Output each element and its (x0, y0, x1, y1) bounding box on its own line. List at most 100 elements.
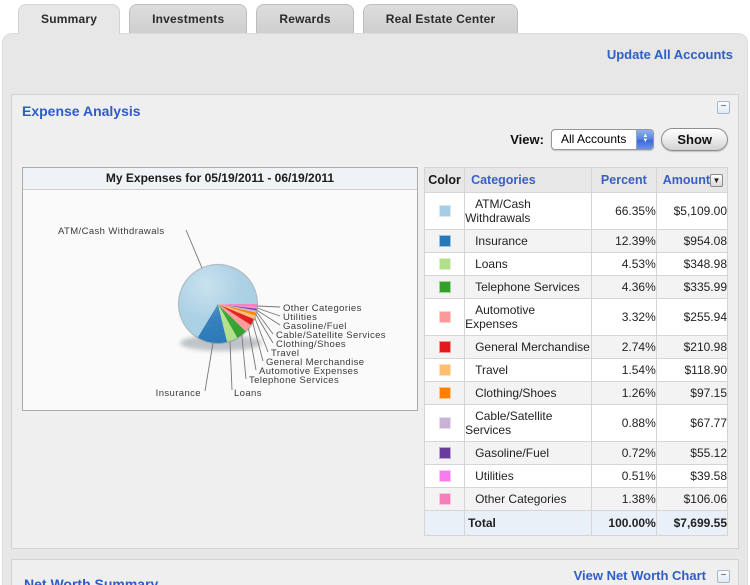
table-row: Utilities0.51%$39.58 (425, 465, 728, 488)
category-color-cell (425, 299, 465, 336)
category-percent: 4.53% (592, 253, 657, 276)
column-header-amount-label: Amount (663, 173, 710, 187)
column-header-percent: Percent (592, 168, 657, 193)
pie-label: Telephone Services (249, 375, 339, 386)
category-amount: $39.58 (656, 465, 727, 488)
tab-real-estate-center[interactable]: Real Estate Center (363, 4, 519, 33)
total-amount: $7,699.55 (656, 511, 727, 536)
category-amount: $97.15 (656, 382, 727, 405)
table-row: General Merchandise2.74%$210.98 (425, 336, 728, 359)
category-amount: $67.77 (656, 405, 727, 442)
table-row: Insurance12.39%$954.08 (425, 230, 728, 253)
category-color-cell (425, 382, 465, 405)
category-name: ATM/Cash Withdrawals (465, 193, 592, 230)
expense-table-header-row: Color Categories Percent Amount ▼ (425, 168, 728, 193)
update-all-accounts-link[interactable]: Update All Accounts (607, 47, 733, 62)
category-name: Automotive Expenses (465, 299, 592, 336)
category-color-swatch (439, 364, 451, 376)
category-color-swatch (439, 311, 451, 323)
pie-gloss (179, 265, 257, 343)
category-color-cell (425, 465, 465, 488)
table-row: Clothing/Shoes1.26%$97.15 (425, 382, 728, 405)
amount-sort-dropdown-icon[interactable]: ▼ (710, 174, 723, 187)
category-percent: 66.35% (592, 193, 657, 230)
app-window: Summary Investments Rewards Real Estate … (0, 0, 750, 585)
table-row: Telephone Services4.36%$335.99 (425, 276, 728, 299)
view-controls: View: All Accounts ▲▼ Show (22, 127, 728, 151)
expense-table-panel: Color Categories Percent Amount ▼ (424, 167, 728, 536)
category-amount: $55.12 (656, 442, 727, 465)
category-color-swatch (439, 341, 451, 353)
category-name: Utilities (465, 465, 592, 488)
category-percent: 12.39% (592, 230, 657, 253)
category-name: Gasoline/Fuel (465, 442, 592, 465)
total-color-cell (425, 511, 465, 536)
category-amount: $255.94 (656, 299, 727, 336)
pie-label: Loans (234, 388, 262, 399)
category-color-swatch (439, 235, 451, 247)
category-amount: $118.90 (656, 359, 727, 382)
tab-bar: Summary Investments Rewards Real Estate … (0, 0, 750, 33)
column-header-amount[interactable]: Amount ▼ (656, 168, 727, 193)
category-percent: 0.88% (592, 405, 657, 442)
category-color-cell (425, 442, 465, 465)
expense-chart-panel: My Expenses for 05/19/2011 - 06/19/2011 (22, 167, 418, 411)
select-stepper-icon: ▲▼ (636, 129, 653, 150)
tab-investments[interactable]: Investments (129, 4, 247, 33)
category-percent: 1.54% (592, 359, 657, 382)
category-amount: $348.98 (656, 253, 727, 276)
category-name: Other Categories (465, 488, 592, 511)
expense-content: My Expenses for 05/19/2011 - 06/19/2011 (22, 167, 728, 536)
pie-leader-line (249, 329, 257, 371)
show-button[interactable]: Show (661, 128, 728, 151)
table-row: Gasoline/Fuel0.72%$55.12 (425, 442, 728, 465)
tab-rewards[interactable]: Rewards (256, 4, 353, 33)
category-name: Telephone Services (465, 276, 592, 299)
category-name: Cable/Satellite Services (465, 405, 592, 442)
view-net-worth-chart-link[interactable]: View Net Worth Chart (574, 568, 706, 583)
tab-summary[interactable]: Summary (18, 4, 120, 34)
category-color-cell (425, 276, 465, 299)
expense-analysis-section: Expense Analysis − View: All Accounts ▲▼… (11, 94, 739, 549)
category-amount: $106.06 (656, 488, 727, 511)
net-worth-section: Net Worth Summary View Net Worth Chart − (11, 559, 739, 585)
category-color-swatch (439, 281, 451, 293)
accounts-select[interactable]: All Accounts ▲▼ (551, 129, 654, 150)
expense-pie-chart: ATM/Cash WithdrawalsInsuranceLoansOther … (23, 190, 417, 410)
category-amount: $954.08 (656, 230, 727, 253)
category-percent: 2.74% (592, 336, 657, 359)
category-percent: 0.72% (592, 442, 657, 465)
table-row: Loans4.53%$348.98 (425, 253, 728, 276)
category-color-cell (425, 193, 465, 230)
expense-table: Color Categories Percent Amount ▼ (424, 167, 728, 536)
table-row: Other Categories1.38%$106.06 (425, 488, 728, 511)
view-label: View: (510, 132, 544, 147)
pie-label: ATM/Cash Withdrawals (58, 226, 165, 237)
table-row: Travel1.54%$118.90 (425, 359, 728, 382)
net-worth-minimize-button[interactable]: − (717, 570, 730, 583)
category-name: General Merchandise (465, 336, 592, 359)
pie-leader-line (257, 306, 280, 307)
column-header-color: Color (425, 168, 465, 193)
category-color-swatch (439, 493, 451, 505)
table-row: Automotive Expenses3.32%$255.94 (425, 299, 728, 336)
expense-chart-title: My Expenses for 05/19/2011 - 06/19/2011 (23, 168, 417, 190)
category-color-swatch (439, 258, 451, 270)
expense-minimize-button[interactable]: − (717, 101, 730, 114)
category-amount: $335.99 (656, 276, 727, 299)
category-percent: 3.32% (592, 299, 657, 336)
category-color-cell (425, 230, 465, 253)
expense-total-row: Total 100.00% $7,699.55 (425, 511, 728, 536)
category-percent: 4.36% (592, 276, 657, 299)
category-name: Insurance (465, 230, 592, 253)
category-color-cell (425, 253, 465, 276)
table-row: Cable/Satellite Services0.88%$67.77 (425, 405, 728, 442)
category-color-cell (425, 336, 465, 359)
category-percent: 0.51% (592, 465, 657, 488)
category-color-cell (425, 359, 465, 382)
category-color-swatch (439, 470, 451, 482)
category-color-cell (425, 488, 465, 511)
category-name: Clothing/Shoes (465, 382, 592, 405)
category-amount: $210.98 (656, 336, 727, 359)
category-percent: 1.26% (592, 382, 657, 405)
